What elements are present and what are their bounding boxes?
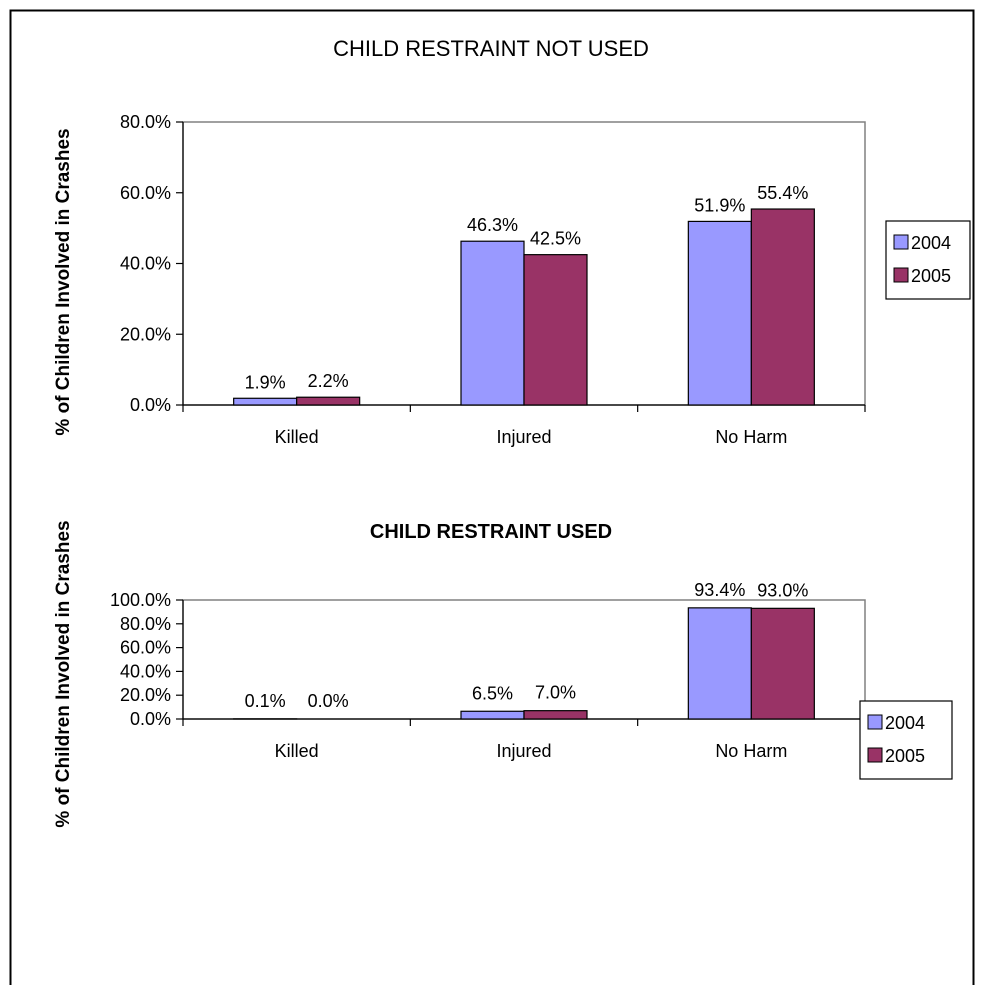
chart1-title: CHILD RESTRAINT NOT USED xyxy=(333,36,649,61)
data-label: 42.5% xyxy=(530,229,581,249)
bar-2005-injured xyxy=(523,254,588,406)
legend xyxy=(885,220,971,300)
legend-label-2004: 2004 xyxy=(885,713,925,733)
bar-2004-no-harm xyxy=(687,220,752,406)
legend-swatch-2005 xyxy=(893,267,909,283)
y-tick-label: 40.0% xyxy=(120,661,171,681)
bar-2004-killed xyxy=(233,397,298,406)
y-tick-label: 100.0% xyxy=(110,590,171,610)
y-tick-label: 0.0% xyxy=(130,709,171,729)
category-label: Killed xyxy=(275,741,319,761)
data-label: 51.9% xyxy=(694,195,745,215)
bar-2004-injured xyxy=(460,240,525,406)
data-label: 46.3% xyxy=(467,215,518,235)
y-tick-label: 40.0% xyxy=(120,254,171,274)
bar-2005-no-harm xyxy=(750,607,815,720)
y-tick-label: 80.0% xyxy=(120,112,171,132)
legend-swatch-2004 xyxy=(893,234,909,250)
bar-2004-injured xyxy=(460,710,525,720)
y-tick-label: 0.0% xyxy=(130,395,171,415)
figure-border xyxy=(9,9,975,985)
category-label: No Harm xyxy=(715,741,787,761)
legend-swatch-2005 xyxy=(867,747,883,763)
y-tick-label: 60.0% xyxy=(120,638,171,658)
chart-restraint-not-used: CHILD RESTRAINT NOT USED % of Children I… xyxy=(53,36,971,447)
y-tick-label: 20.0% xyxy=(120,685,171,705)
chart1-ylabel: % of Children Involved in Crashes xyxy=(53,128,74,435)
chart2-title: CHILD RESTRAINT USED xyxy=(370,521,612,543)
y-tick-label: 60.0% xyxy=(120,183,171,203)
category-label: Injured xyxy=(496,427,551,447)
legend-label-2004: 2004 xyxy=(911,233,951,253)
data-label: 6.5% xyxy=(472,683,513,703)
data-label: 2.2% xyxy=(308,371,349,391)
data-label: 55.4% xyxy=(757,183,808,203)
legend-swatch-2004 xyxy=(867,714,883,730)
bar-2005-no-harm xyxy=(750,208,815,406)
y-tick-label: 80.0% xyxy=(120,614,171,634)
data-label: 7.0% xyxy=(535,683,576,703)
category-label: Injured xyxy=(496,741,551,761)
bar-2005-killed xyxy=(296,396,361,406)
chart2-ylabel: % of Children Involved in Crashes xyxy=(53,520,74,827)
data-label: 93.0% xyxy=(757,580,808,600)
category-label: Killed xyxy=(275,427,319,447)
data-label: 1.9% xyxy=(245,372,286,392)
data-label: 0.0% xyxy=(308,691,349,711)
legend xyxy=(859,700,953,780)
legend-label-2005: 2005 xyxy=(885,746,925,766)
chart-restraint-used: CHILD RESTRAINT USED % of Children Invol… xyxy=(53,520,953,828)
bar-2004-no-harm xyxy=(687,607,752,720)
data-label: 93.4% xyxy=(694,580,745,600)
data-label: 0.1% xyxy=(245,691,286,711)
legend-label-2005: 2005 xyxy=(911,266,951,286)
y-tick-label: 20.0% xyxy=(120,324,171,344)
bar-2005-injured xyxy=(523,710,588,720)
category-label: No Harm xyxy=(715,427,787,447)
